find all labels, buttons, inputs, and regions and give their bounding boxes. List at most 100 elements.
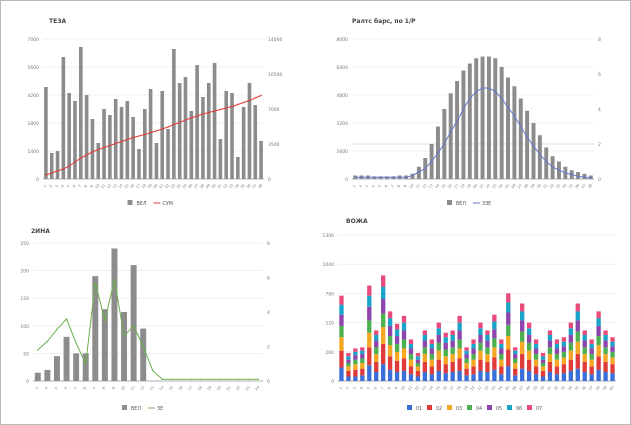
bar (253, 105, 258, 179)
x-tick-label: 24 (498, 183, 504, 190)
stacked-bar-segment (401, 315, 407, 323)
legend-swatch (407, 405, 412, 410)
stacked-bar-segment (506, 293, 511, 303)
stacked-bar-segment (415, 356, 421, 360)
stacked-bar-segment (471, 343, 476, 349)
stacked-bar-segment (464, 350, 469, 355)
stacked-bar-segment (547, 340, 553, 348)
bar (44, 87, 48, 179)
line-point (430, 160, 433, 163)
legend-swatch (527, 405, 532, 410)
stacked-bar-segment (533, 348, 539, 355)
stacked-bar-segment (367, 295, 372, 307)
stacked-bar-segment (443, 373, 448, 381)
stacked-bar-segment (596, 325, 601, 337)
stacked-bar-segment (394, 360, 400, 373)
y2-tick-label: 4 (267, 310, 270, 316)
x-tick-label: 14 (118, 183, 124, 190)
legend-label: 07 (536, 406, 542, 412)
stacked-bar-segment (360, 354, 365, 359)
stacked-bar-segment (575, 354, 580, 369)
bar (448, 93, 453, 179)
bar (90, 119, 95, 179)
stacked-bar-segment (554, 359, 560, 367)
x-tick-label: 4 (371, 184, 376, 189)
y-tick-label: 1600 (337, 149, 349, 155)
stacked-bar-segment (408, 343, 414, 349)
line-point (190, 117, 193, 119)
x-tick-label: 22 (235, 385, 241, 391)
line-point (132, 136, 134, 139)
line-point (577, 175, 579, 178)
stacked-bar-segment (513, 368, 518, 376)
stacked-bar-segment (353, 364, 358, 370)
y-tick-label: 0 (345, 177, 348, 183)
x-tick-label: 10 (409, 183, 415, 190)
stacked-bar-segment (401, 339, 407, 349)
stacked-bar-segment (506, 324, 511, 337)
x-tick-label: 36 (581, 385, 587, 392)
x-tick-label: 28 (199, 183, 205, 190)
stacked-bar-segment (526, 328, 532, 335)
stacked-bar-segment (464, 375, 469, 381)
stacked-bar-segment (596, 369, 601, 381)
y-tick-label: 50 (23, 351, 29, 357)
x-tick-label: 38 (257, 183, 263, 190)
bar (172, 49, 176, 179)
chart-panel-top-left: 0 1400 2800 4200 5600 7000 0 3500 7000 10500 14000… (28, 18, 283, 207)
stacked-bar-segment (394, 351, 400, 361)
y2-tick-label: 3500 (268, 142, 280, 148)
line-point (85, 154, 88, 156)
bar (189, 111, 194, 179)
line-point (532, 145, 535, 147)
stacked-bar-segment (554, 374, 560, 381)
x-tick-label: 17 (449, 385, 455, 391)
line-point (545, 160, 547, 163)
stacked-bar-segment (381, 327, 386, 344)
stacked-bar-segment (547, 372, 553, 381)
stacked-bar-segment (346, 370, 351, 377)
stacked-bar-segment (387, 311, 393, 319)
line-point (500, 97, 503, 100)
line-point (513, 115, 516, 117)
x-tick-label: 23 (491, 385, 497, 391)
x-tick-label: 35 (568, 183, 574, 189)
stacked-bar-segment (360, 363, 365, 369)
line-point (56, 328, 58, 330)
bar (101, 309, 108, 381)
stacked-bar-segment (339, 367, 344, 381)
x-tick-label: 5 (378, 184, 383, 188)
x-tick-label: 35 (240, 183, 246, 189)
x-tick-label: 15 (441, 183, 447, 189)
stacked-bar-segment (582, 354, 587, 362)
stacked-bar-segment (457, 330, 462, 340)
bar (224, 91, 229, 179)
stacked-bar-segment (478, 359, 483, 371)
x-tick-label: 12 (106, 183, 112, 189)
stacked-bar-segment (436, 359, 441, 371)
x-tick-label: 10 (120, 385, 126, 392)
x-tick-label: 6 (83, 386, 88, 391)
stacked-bar-segment (415, 359, 421, 364)
x-tick-label: 19 (463, 385, 469, 392)
x-tick-label: 25 (505, 385, 511, 391)
line-point (583, 176, 586, 178)
stacked-bar-segment (561, 364, 567, 374)
x-tick-label: 18 (141, 183, 147, 190)
stacked-bar-segment (610, 364, 615, 374)
stacked-bar-segment (575, 320, 580, 332)
stacked-bar-segment (367, 365, 372, 381)
stacked-bar-segment (520, 320, 525, 332)
stacked-bar-segment (603, 334, 608, 341)
stacked-bar-segment (603, 361, 608, 373)
x-tick-label: 37 (252, 183, 258, 189)
stacked-bar-segment (450, 361, 455, 373)
stacked-bar-segment (568, 322, 573, 329)
stacked-bar-segment (346, 366, 351, 371)
stacked-bar-segment (492, 357, 497, 370)
stacked-bar-segment (589, 359, 594, 367)
stacked-bar-segment (450, 340, 455, 348)
stacked-bar-segment (422, 361, 428, 373)
line-point (209, 378, 211, 380)
stacked-bar-segment (457, 358, 462, 371)
